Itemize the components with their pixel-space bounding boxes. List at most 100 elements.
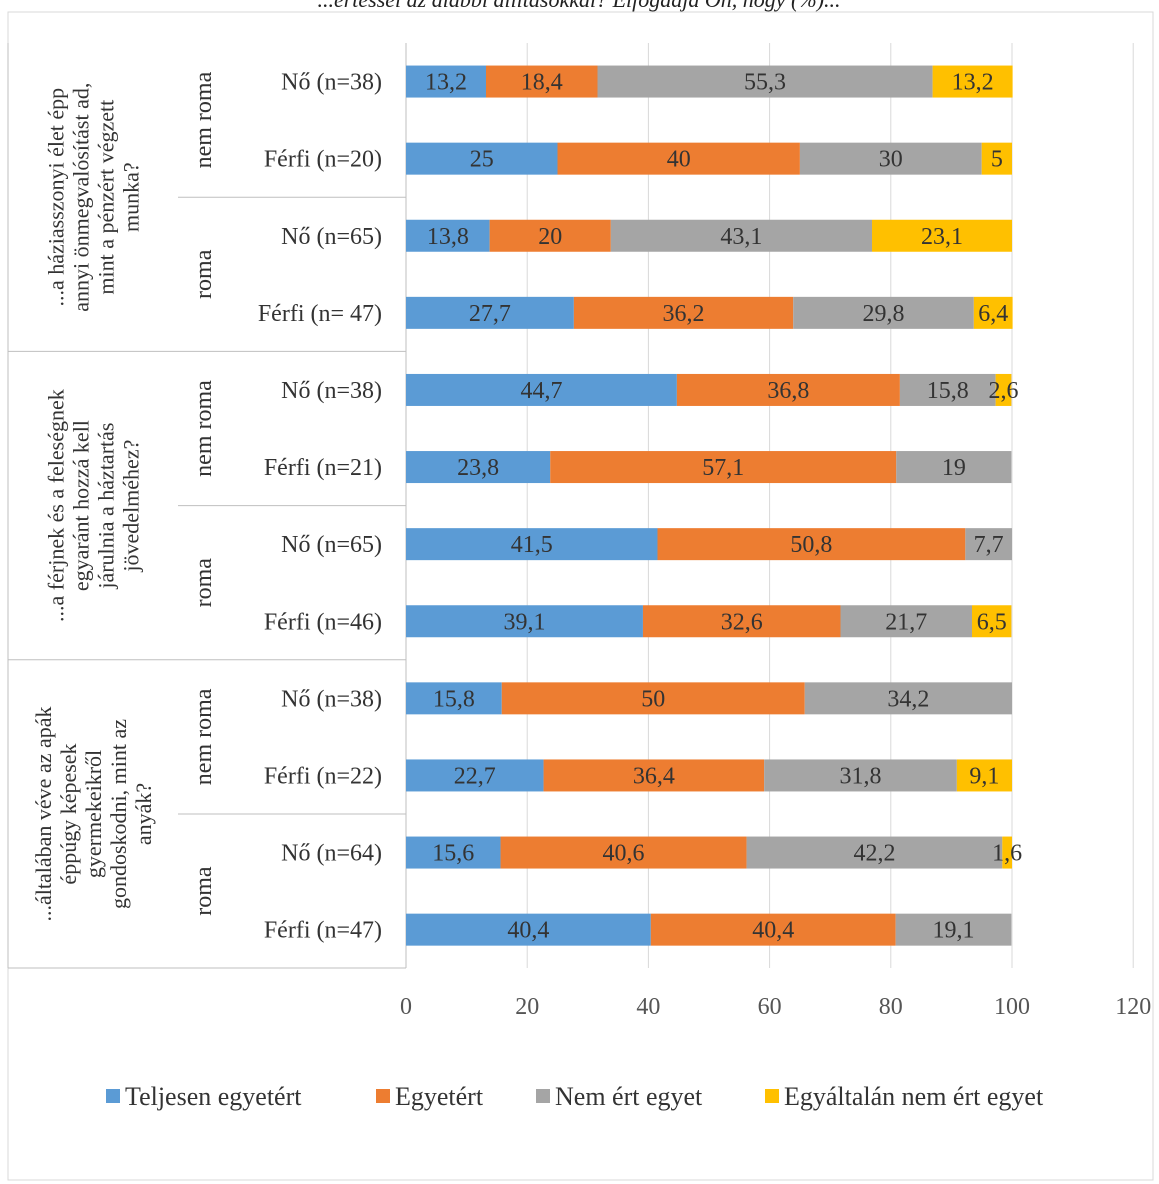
gridlines xyxy=(405,43,1134,968)
data-label: 44,7 xyxy=(520,378,562,404)
question-label-line: munka? xyxy=(119,162,144,232)
question-label: ...a háziasszonyi élet éppannyi önmegval… xyxy=(44,83,144,312)
bar-segment xyxy=(642,605,841,638)
data-label: 9,1 xyxy=(969,763,999,789)
legend-label: Teljesen egyetért xyxy=(125,1082,302,1111)
bar-segment xyxy=(573,296,794,329)
bar-segment xyxy=(485,65,598,98)
bar-segment xyxy=(489,219,611,252)
category-label: Nő (n=65) xyxy=(281,532,382,558)
data-label: 15,8 xyxy=(433,686,475,712)
legend-swatch xyxy=(106,1089,120,1103)
question-label: ...általában véve az apáképpúgy képesekg… xyxy=(31,707,156,922)
data-label: 36,4 xyxy=(633,763,675,789)
bar-segment xyxy=(793,296,974,329)
legend-label: Nem ért egyet xyxy=(555,1082,703,1111)
bar-segment xyxy=(896,451,1012,484)
category-axis: ...a háziasszonyi élet éppannyi önmegval… xyxy=(7,43,407,969)
bar-segment xyxy=(406,451,551,484)
data-label: 6,4 xyxy=(978,301,1008,327)
bar-segment xyxy=(557,142,800,175)
bar-segment xyxy=(973,296,1013,329)
bar-segment xyxy=(406,219,490,252)
data-label: 13,2 xyxy=(425,70,467,96)
question-label-line: egyaránt hozzá kell xyxy=(69,420,94,591)
bar-segment xyxy=(406,913,651,946)
data-label: 21,7 xyxy=(885,609,927,635)
tick-label: 80 xyxy=(879,994,903,1020)
data-label: 31,8 xyxy=(840,763,882,789)
data-label: 13,2 xyxy=(952,70,994,96)
bar-segment xyxy=(406,65,486,98)
group-label: nem roma xyxy=(191,71,217,168)
data-label: 13,8 xyxy=(427,224,469,250)
legend-swatch xyxy=(765,1089,779,1103)
bar-segment xyxy=(501,682,805,715)
tick-label: 100 xyxy=(994,994,1030,1020)
category-label: Férfi (n=22) xyxy=(264,763,382,789)
tick-label: 60 xyxy=(758,994,782,1020)
legend-swatch xyxy=(376,1089,390,1103)
bar-segment xyxy=(764,759,957,792)
data-label: 6,5 xyxy=(977,609,1007,635)
bar-segment xyxy=(895,913,1012,946)
legend: Teljesen egyetért Egyetért Nem ért egyet Eg… xyxy=(106,1082,1044,1111)
data-label: 7,7 xyxy=(974,532,1004,558)
bar-segment xyxy=(676,373,900,406)
data-label: 22,7 xyxy=(454,763,496,789)
bar-segment xyxy=(981,142,1012,175)
data-label: 20 xyxy=(538,224,562,250)
bar-segment xyxy=(406,836,501,869)
bar-segment xyxy=(840,605,973,638)
bar-segment xyxy=(899,373,996,406)
data-label: 34,2 xyxy=(887,686,929,712)
bar-segment xyxy=(650,913,896,946)
question-label-line: gyermekeikről xyxy=(81,750,106,878)
bar-segment xyxy=(500,836,747,869)
bar-segment xyxy=(1002,836,1012,869)
data-label: 15,6 xyxy=(432,841,474,867)
bar-segment xyxy=(406,605,643,638)
bar-segment xyxy=(406,142,558,175)
data-label: 23,1 xyxy=(921,224,963,250)
data-label: 30 xyxy=(879,147,903,173)
question-label-line: anyák? xyxy=(131,783,156,845)
data-label: 1,6 xyxy=(992,841,1022,867)
data-label: 55,3 xyxy=(744,70,786,96)
bar-segment xyxy=(932,65,1013,98)
question-label-line: gondoskodni, mint az xyxy=(106,719,131,909)
category-label: Férfi (n=46) xyxy=(264,609,382,635)
bar-segment xyxy=(597,65,933,98)
header-fragment: ...értéssel az alábbi állításokkal? Elfo… xyxy=(317,0,840,12)
legend-label: Egyetért xyxy=(395,1082,484,1111)
value-axis: 0 20 40 60 80 100 120 xyxy=(400,994,1151,1020)
data-label: 5 xyxy=(991,147,1003,173)
category-label: Férfi (n=20) xyxy=(264,147,382,173)
group-label: roma xyxy=(191,558,217,608)
tick-label: 0 xyxy=(400,994,412,1020)
bar-segment xyxy=(406,528,658,561)
group-label: nem roma xyxy=(191,380,217,477)
legend-label: Egyáltalán nem ért egyet xyxy=(784,1082,1044,1111)
category-label: Nő (n=65) xyxy=(281,224,382,250)
bar-segment xyxy=(872,219,1012,252)
question-label-line: ...általában véve az apák xyxy=(31,707,56,922)
data-label: 36,8 xyxy=(767,378,809,404)
data-label: 43,1 xyxy=(720,224,762,250)
data-label: 18,4 xyxy=(521,70,563,96)
bar-segment xyxy=(746,836,1003,869)
bar-segment xyxy=(804,682,1012,715)
chart-frame xyxy=(7,11,1154,1181)
bar-segment xyxy=(406,373,677,406)
bars: 13,2 18,4 55,3 13,2 25 40 30 5 13,8 20 43,1 23,1 27,… xyxy=(406,65,1022,946)
category-label: Nő (n=64) xyxy=(281,841,382,867)
category-label: Férfi (n=21) xyxy=(264,455,382,481)
bar-segment xyxy=(956,759,1012,792)
bar-segment xyxy=(995,373,1012,406)
data-label: 50 xyxy=(641,686,665,712)
tick-label: 120 xyxy=(1115,994,1151,1020)
bar-segment xyxy=(543,759,765,792)
legend-swatch xyxy=(536,1089,550,1103)
data-label: 40 xyxy=(667,147,691,173)
